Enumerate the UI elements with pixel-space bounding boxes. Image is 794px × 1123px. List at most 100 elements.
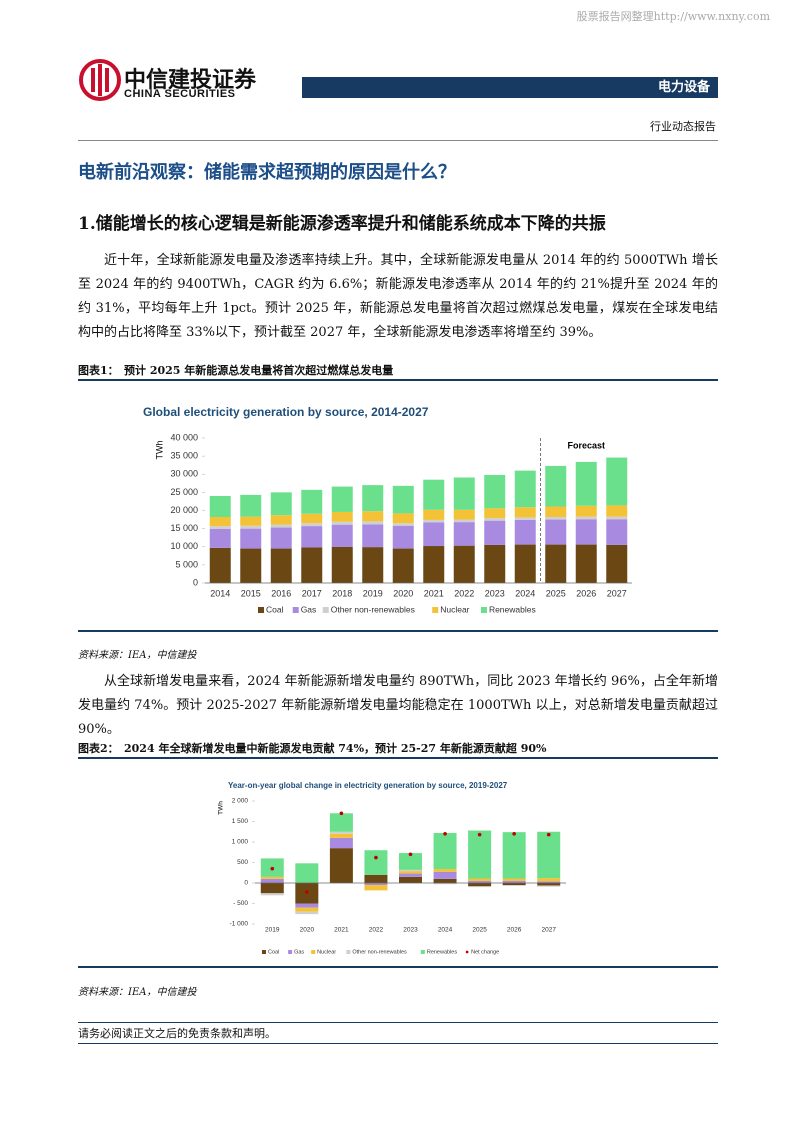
bar [502,878,526,881]
watermark: 股票报告网整理http://www.nxny.com [576,10,770,23]
bar [362,485,384,512]
bar [392,523,414,526]
bar [364,883,388,886]
x-tick-label: 2023 [485,588,505,598]
bar [362,524,384,548]
y-tick-label: 25 000 [170,487,198,497]
bar [209,526,231,529]
bar [484,518,506,521]
legend-label: Gas [294,949,304,955]
bar [537,878,561,882]
net-change-dot [339,811,344,816]
net-change-dot [374,855,378,860]
chart-title: Global electricity generation by source,… [143,405,429,419]
company-name-en: CHINA SECURITIES [124,88,236,100]
bar [392,548,414,583]
bar [502,880,526,883]
legend-swatch [258,607,264,613]
section-heading: 1.储能增长的核心逻辑是新能源渗透率提升和储能系统成本下降的共振 [78,214,606,234]
bar [453,522,475,546]
legend-swatch [432,607,439,613]
figure-rule [78,757,718,759]
x-tick-label: 2020 [393,588,413,598]
header-bar [302,77,718,98]
x-tick-label: 2023 [403,927,418,934]
legend-swatch [288,950,293,954]
bar [514,470,536,508]
y-tick-label: 2 000 [232,798,249,805]
bar [545,517,567,520]
y-tick-label: 40 000 [170,432,198,442]
x-tick-label: 2022 [454,588,474,598]
bar [295,903,319,908]
bar [537,881,561,883]
x-tick-label: 2021 [424,588,444,598]
bar [295,911,319,915]
x-tick-label: 2022 [369,927,384,934]
bar [606,457,628,506]
bar [399,869,422,872]
bar [392,513,414,524]
y-tick-label: 15 000 [170,523,198,533]
x-tick-label: 2024 [515,588,535,598]
bar [270,515,292,525]
legend-swatch [311,950,316,954]
bar [364,874,388,883]
bar [240,548,262,583]
bar [484,508,506,519]
bar [433,878,457,883]
bar [260,878,284,883]
bar [331,524,353,547]
y-tick-label: 35 000 [170,451,198,461]
y-axis-label: TWh [154,441,164,460]
legend-swatch [420,950,425,954]
bar [392,485,414,514]
legend-label: Other non-renewables [352,949,407,955]
figure-rule [78,630,718,632]
net-change-dot [546,832,551,837]
bar [453,545,475,583]
footer-rule [78,1022,718,1023]
company-name: 中信建投证券 [124,68,257,93]
bar [329,848,353,883]
bar [423,522,445,547]
x-tick-label: 2027 [541,927,556,934]
bar [362,511,384,522]
x-tick-label: 2016 [271,588,291,598]
bar [537,885,561,887]
paragraph: 从全球新增发电量来看，2024 年新能源新增发电量约 890TWh，同比 202… [78,674,718,737]
bar [209,528,231,548]
legend-swatch [480,607,487,613]
bar [537,831,561,879]
bar [364,885,388,891]
x-tick-label: 2024 [438,927,453,934]
bar [453,477,475,510]
bar [484,544,506,583]
x-tick-label: 2025 [472,927,487,934]
bar [453,509,475,520]
bar [270,548,292,583]
bar [209,547,231,583]
bar [433,832,457,870]
legend-swatch [292,607,299,613]
net-change-dot [477,832,482,837]
y-tick-label: 30 000 [170,469,198,479]
bar [301,547,323,583]
net-change-dot [443,832,447,836]
y-tick-label: 1 000 [232,839,249,846]
x-tick-label: 2025 [546,588,566,598]
bar [468,878,492,881]
bar [240,525,262,529]
bar [606,519,628,545]
bar [484,520,506,545]
legend-swatch [346,950,351,954]
y-tick-label: 20 000 [170,505,198,515]
figure-label: 图表2： [78,742,119,755]
y-tick-label: 0 [244,880,248,887]
net-change-dot [270,866,275,871]
page-title: 电新前沿观察：储能需求超预期的原因是什么？ [78,162,456,183]
bar [575,461,597,506]
sector: 电力设备 [657,80,710,95]
bar [209,496,231,518]
